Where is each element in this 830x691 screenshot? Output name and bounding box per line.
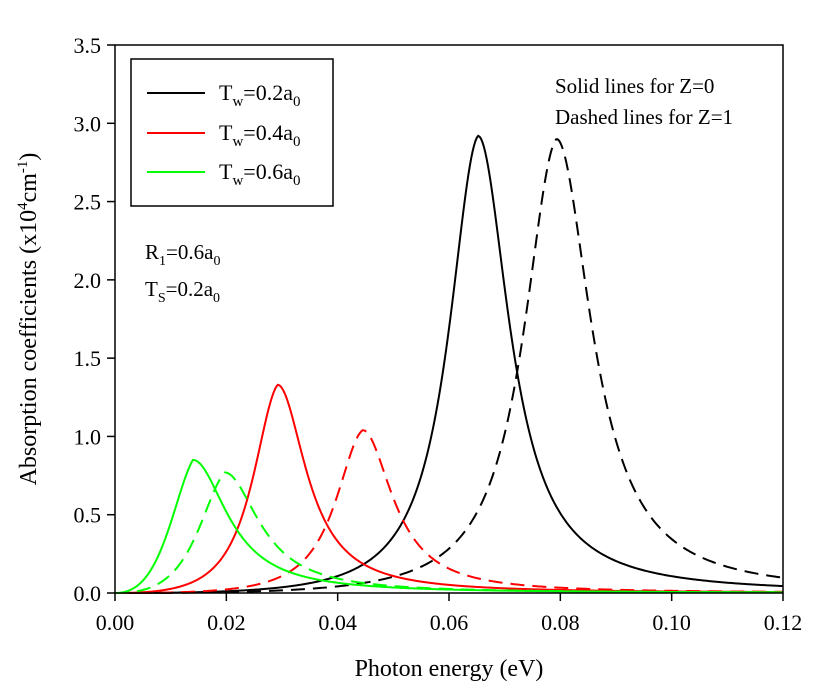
legend-label-tw06: Tw=0.6a0 [219, 159, 300, 189]
series-line-2 [115, 138, 784, 594]
y-tick-label: 2.0 [74, 268, 102, 293]
x-tick-label: 0.10 [652, 610, 691, 635]
x-tick-label: 0.12 [764, 610, 803, 635]
series-line-6 [114, 471, 783, 594]
annotation-dashed-lines: Dashed lines for Z=1 [555, 105, 733, 129]
annotation-ts: TS=0.2a0 [145, 277, 220, 306]
curves-layer [114, 134, 784, 594]
y-tick-label: 1.5 [74, 346, 102, 371]
x-tick-label: 0.02 [207, 610, 246, 635]
y-axis-label: Absorption coefficients (x104cm-1) [15, 153, 42, 486]
x-tick-label: 0.06 [430, 610, 469, 635]
annotation-solid-lines: Solid lines for Z=0 [555, 74, 714, 98]
series-line-4 [115, 429, 784, 594]
series-line-5 [114, 458, 784, 594]
annotation-r1: R1=0.6a0 [145, 240, 220, 269]
x-tick-label: 0.08 [541, 610, 580, 635]
y-tick-label: 2.5 [74, 190, 102, 215]
x-axis-label: Photon energy (eV) [355, 656, 544, 682]
ticks-layer: 0.00 0.02 0.04 0.06 0.08 0.10 0.12 0.0 0.5 1.0 1.5… [74, 33, 803, 635]
y-tick-label: 3.5 [74, 33, 102, 58]
legend: Tw=0.2a0 Tw=0.4a0 Tw=0.6a0 [130, 58, 334, 207]
y-tick-label: 3.0 [74, 111, 102, 136]
x-tick-label: 0.04 [318, 610, 357, 635]
legend-label-tw04: Tw=0.4a0 [219, 120, 300, 150]
y-tick-label: 0.0 [74, 581, 102, 606]
legend-label-tw02: Tw=0.2a0 [219, 80, 300, 110]
y-tick-label: 1.0 [74, 424, 102, 449]
x-tick-label: 0.00 [96, 610, 135, 635]
y-tick-label: 0.5 [74, 503, 102, 528]
